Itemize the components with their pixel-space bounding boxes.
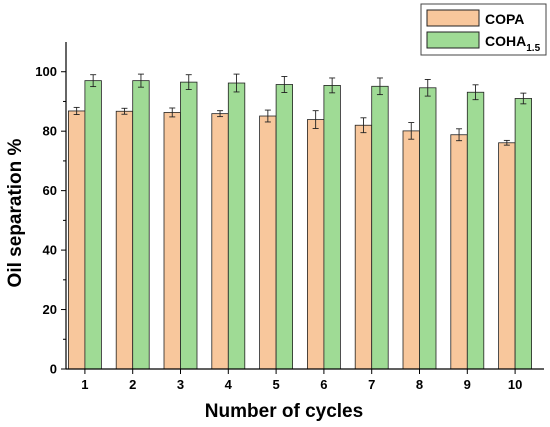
legend-label-coha: COHA1.5 bbox=[485, 33, 541, 54]
x-tick-label: 6 bbox=[320, 377, 327, 392]
bar-copa-cycle-7 bbox=[354, 124, 373, 370]
legend-label-coha-subscript: 1.5 bbox=[526, 43, 540, 54]
error-bar-copa-cycle-8 bbox=[408, 122, 415, 140]
bar-copa-cycle-10 bbox=[498, 142, 516, 370]
error-bar-coha-cycle-6 bbox=[329, 77, 336, 94]
error-bar-copa-cycle-6 bbox=[312, 110, 319, 129]
error-bar-coha-cycle-7 bbox=[376, 77, 383, 96]
ticks-layer: 0 20 40 60 80 100 1 2 3 4 5 6 7 8 9 10 bbox=[35, 64, 522, 392]
error-bar-copa-cycle-4 bbox=[217, 110, 224, 118]
error-bar-coha-cycle-5 bbox=[281, 76, 288, 93]
errorbar-layer bbox=[73, 73, 527, 146]
error-bar-copa-cycle-7 bbox=[360, 117, 367, 134]
bar-coha-cycle-9 bbox=[466, 91, 485, 370]
legend-swatch-coha bbox=[426, 31, 480, 49]
bar-coha-cycle-6 bbox=[323, 85, 341, 370]
bar-coha-cycle-3 bbox=[180, 81, 198, 370]
bar-coha-cycle-1 bbox=[84, 80, 102, 370]
error-bar-copa-cycle-3 bbox=[169, 107, 176, 118]
y-tick-label: 60 bbox=[43, 183, 57, 198]
error-bar-copa-cycle-1 bbox=[73, 106, 80, 115]
error-bar-coha-cycle-2 bbox=[137, 73, 144, 88]
y-tick-label: 0 bbox=[50, 362, 57, 377]
y-tick-label: 40 bbox=[43, 243, 57, 258]
bar-coha-cycle-4 bbox=[227, 82, 246, 370]
x-tick-label: 10 bbox=[508, 377, 522, 392]
axes-layer bbox=[65, 42, 544, 370]
x-tick-label: 4 bbox=[225, 377, 233, 392]
x-tick-label: 3 bbox=[177, 377, 184, 392]
error-bar-coha-cycle-1 bbox=[90, 74, 97, 88]
x-tick-label: 5 bbox=[272, 377, 279, 392]
y-axis-title: Oil separation % bbox=[5, 138, 26, 287]
error-bar-copa-cycle-9 bbox=[456, 128, 463, 142]
x-tick-label: 7 bbox=[368, 377, 375, 392]
bar-coha-cycle-5 bbox=[275, 84, 294, 370]
legend-label-coha-main: COHA bbox=[485, 33, 526, 49]
x-tick-label: 8 bbox=[416, 377, 423, 392]
x-tick-label: 1 bbox=[81, 377, 88, 392]
error-bar-coha-cycle-3 bbox=[185, 74, 192, 91]
bar-coha-cycle-8 bbox=[419, 87, 437, 370]
bar-copa-cycle-5 bbox=[259, 115, 277, 370]
bar-copa-cycle-4 bbox=[211, 113, 229, 370]
error-bar-copa-cycle-10 bbox=[503, 139, 510, 146]
x-axis-title: Number of cycles bbox=[205, 401, 363, 422]
legend-swatch-copa bbox=[426, 9, 480, 27]
bar-copa-cycle-9 bbox=[450, 134, 468, 370]
y-tick-label: 20 bbox=[43, 302, 57, 317]
legend-label-copa: COPA bbox=[485, 11, 524, 27]
bar-coha-cycle-7 bbox=[371, 85, 389, 370]
error-bar-copa-cycle-2 bbox=[121, 107, 128, 115]
bar-copa-cycle-2 bbox=[115, 110, 134, 370]
bar-copa-cycle-6 bbox=[306, 119, 325, 370]
x-tick-label: 2 bbox=[129, 377, 136, 392]
y-tick-label: 100 bbox=[35, 64, 57, 79]
error-bar-coha-cycle-10 bbox=[520, 92, 527, 105]
bar-copa-cycle-3 bbox=[163, 112, 181, 370]
legend: COPA COHA1.5 bbox=[420, 3, 547, 56]
x-tick-label: 9 bbox=[464, 377, 471, 392]
bar-copa-cycle-1 bbox=[68, 110, 86, 370]
error-bar-coha-cycle-9 bbox=[472, 84, 479, 101]
y-tick-label: 80 bbox=[43, 124, 57, 139]
error-bar-copa-cycle-5 bbox=[264, 109, 271, 123]
bar-copa-cycle-8 bbox=[402, 130, 420, 370]
error-bar-coha-cycle-8 bbox=[424, 79, 431, 97]
error-bar-coha-cycle-4 bbox=[233, 73, 240, 93]
bars-layer bbox=[68, 80, 532, 370]
bar-coha-cycle-2 bbox=[132, 80, 150, 370]
bar-coha-cycle-10 bbox=[514, 98, 532, 370]
